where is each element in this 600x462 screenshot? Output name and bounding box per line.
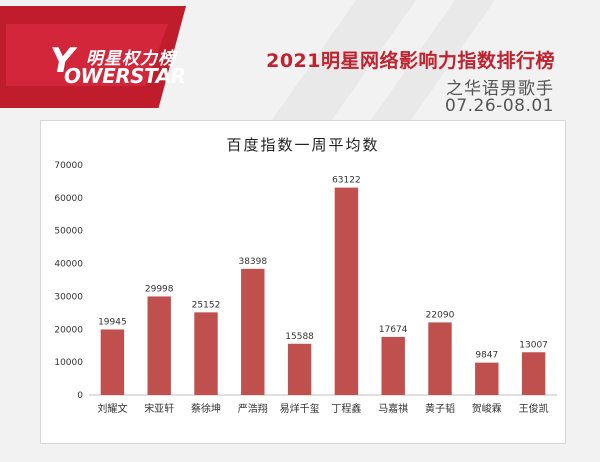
bar [381,336,405,395]
y-tick-label: 10000 [54,358,83,368]
data-label: 38398 [238,257,267,267]
date-range: 07.26-08.01 [445,96,554,116]
x-tick-label: 严浩翔 [238,402,268,415]
x-tick-label: 丁程鑫 [331,402,361,415]
y-tick-label: 50000 [54,227,83,237]
data-label: 25152 [192,300,221,310]
x-tick-label: 蔡徐坤 [191,402,221,415]
chart-panel: 百度指数一周平均数 0 10000 20000 30000 40000 50000 6000… [40,120,566,444]
y-tick-label: 60000 [54,194,83,204]
bar [147,296,171,395]
chart-title: 百度指数一周平均数 [226,136,380,154]
y-tick-label: 40000 [54,260,83,270]
x-tick-label: 马嘉祺 [378,402,408,415]
brand-name-en: OWERSTAR [64,64,186,88]
bar [194,312,218,395]
data-label: 19945 [98,317,127,327]
bar [241,268,265,395]
y-tick-label: 20000 [54,325,83,335]
data-label: 22090 [426,310,455,320]
y-tick-label: 70000 [54,161,83,171]
y-tick-label: 0 [77,391,83,401]
x-tick-label: 王俊凯 [519,402,549,415]
y-tick-label: 30000 [54,292,83,302]
bar [287,343,312,395]
data-label: 63122 [332,176,361,186]
data-label: 15588 [285,332,314,342]
brand-banner-inner [6,24,168,86]
data-label: 9847 [475,351,498,361]
data-label: 13007 [519,340,548,350]
page-subtitle: 之华语男歌手 [446,79,554,99]
x-tick-label: 易烊千玺 [280,402,320,415]
bar [334,187,359,395]
x-tick-label: 黄子韬 [425,402,455,415]
bar [521,352,546,395]
x-tick-label: 刘耀文 [97,402,127,415]
data-label: 29998 [145,284,174,294]
x-tick-label: 宋亚轩 [144,402,174,415]
bar [428,322,452,395]
brand-logo-letter: Y [50,41,75,81]
brand-name-cn: 明星权力榜 [86,49,176,69]
data-label: 17674 [379,325,408,335]
bar-chart: 0 10000 20000 30000 40000 50000 60000 70000 1994… [54,161,557,415]
bar [475,362,499,395]
bar [100,329,125,395]
page-title: 2021明星网络影响力指数排行榜 [266,50,555,72]
x-tick-label: 贺峻霖 [472,402,502,415]
